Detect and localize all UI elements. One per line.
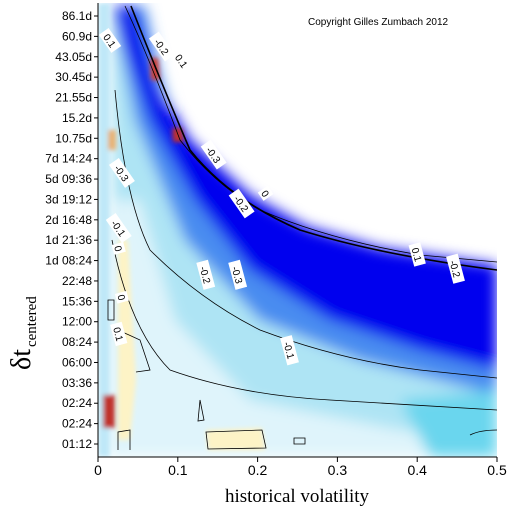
y-tick-label: 1d 21:36: [45, 233, 92, 247]
contour-line: [197, 399, 205, 422]
x-tick-label: 0.4: [407, 462, 427, 478]
x-tick-label: 0: [94, 462, 102, 478]
y-tick-label: 7d 14:24: [45, 152, 92, 166]
contour-label-bg: [280, 335, 299, 366]
contour-label-bg: [110, 321, 128, 347]
x-axis-ticks: 0 0.1 0.2 0.3 0.4 0.5: [94, 457, 507, 478]
copyright-text: Copyright Gilles Zumbach 2012: [308, 17, 449, 28]
y-tick-label: 86.1d: [62, 9, 92, 23]
contour-label-text: -0.2: [197, 265, 212, 285]
contour-label-text: -0.2: [447, 259, 462, 279]
contour-label: 0.1: [408, 242, 426, 267]
y-axis-label-main: δt: [6, 349, 37, 370]
contour-label-bg: [170, 48, 194, 74]
y-tick-label: 06:00: [62, 355, 92, 369]
y-axis-label: δt centered: [6, 296, 40, 370]
y-tick-label: 5d 09:36: [45, 172, 92, 186]
contour-label: -0.2: [196, 259, 216, 290]
y-tick-label: 1d 08:24: [45, 254, 92, 268]
contour-label: 0.1: [110, 321, 128, 347]
y-tick-label: 2d 16:48: [45, 213, 92, 227]
y-tick-label: 21.55d: [55, 91, 92, 105]
contour-label-bg: [111, 241, 126, 255]
contour-label: 0: [257, 185, 274, 201]
contour-label-text: 0: [114, 294, 126, 303]
contour-label: 0: [114, 290, 130, 304]
y-tick-label: 22:48: [62, 274, 92, 288]
x-tick-label: 0.3: [328, 462, 348, 478]
y-tick-label: 02:24: [62, 396, 92, 410]
contour-label: -0.2: [446, 253, 465, 284]
contour-label-text: 0.1: [409, 247, 423, 264]
x-tick-label: 0.5: [487, 462, 507, 478]
contour-label-bg: [200, 139, 227, 170]
y-axis-ticks: 01:12 02:24 02:24 03:36 06:00 08:24 12:00 15:36…: [45, 9, 98, 451]
y-tick-label: 60.9d: [62, 29, 92, 43]
contour-label-bg: [228, 188, 255, 219]
contour-label-bg: [446, 253, 465, 284]
y-tick-label: 08:24: [62, 335, 92, 349]
contour-label: -0.3: [228, 259, 248, 290]
contour-label-bg: [408, 242, 426, 267]
x-tick-label: 0.2: [248, 462, 268, 478]
contour-label-bg: [148, 31, 175, 62]
x-axis-label: historical volatility: [225, 486, 370, 507]
x-tick-label: 0.1: [168, 462, 188, 478]
contour-label-bg: [105, 213, 132, 243]
contour-line: [117, 329, 151, 373]
y-tick-label: 03:36: [62, 376, 92, 390]
y-tick-label: 43.05d: [55, 50, 92, 64]
contour-label-bg: [228, 259, 248, 290]
svg-text:δtcentered: δt centered: [6, 296, 40, 370]
contour-label-bg: [257, 185, 274, 201]
contour-line: [205, 429, 267, 450]
contour-line: [293, 437, 306, 445]
y-tick-label: 15.2d: [62, 111, 92, 125]
contour-label-text: 0.1: [110, 326, 124, 343]
contour-label-text: 0: [111, 245, 123, 254]
contour-label-bg: [98, 28, 122, 53]
plot-frame: [97, 3, 497, 458]
y-tick-label: 12:00: [62, 315, 92, 329]
contour-line: [469, 429, 497, 436]
contour-label-bg: [114, 290, 130, 304]
contour-label-bg: [108, 158, 135, 188]
y-tick-label: 15:36: [62, 294, 92, 308]
contour-label: 0: [111, 241, 126, 255]
y-axis-label-sub: centered: [24, 296, 40, 347]
heatmap-field: [98, 3, 497, 457]
contour-line: [117, 429, 131, 450]
y-tick-label: 02:24: [62, 417, 92, 431]
y-tick-label: 3d 19:12: [45, 192, 92, 206]
contour-label-bg: [196, 259, 216, 290]
contour-label-text: -0.1: [281, 341, 296, 361]
y-tick-label: 01:12: [62, 437, 92, 451]
y-tick-label: 10.75d: [55, 131, 92, 145]
y-tick-label: 30.45d: [55, 70, 92, 84]
contour-label: -0.1: [280, 335, 299, 366]
contour-line: [107, 299, 115, 321]
contour-label-text: -0.3: [229, 265, 244, 285]
contour-label-text: 0: [258, 189, 270, 200]
